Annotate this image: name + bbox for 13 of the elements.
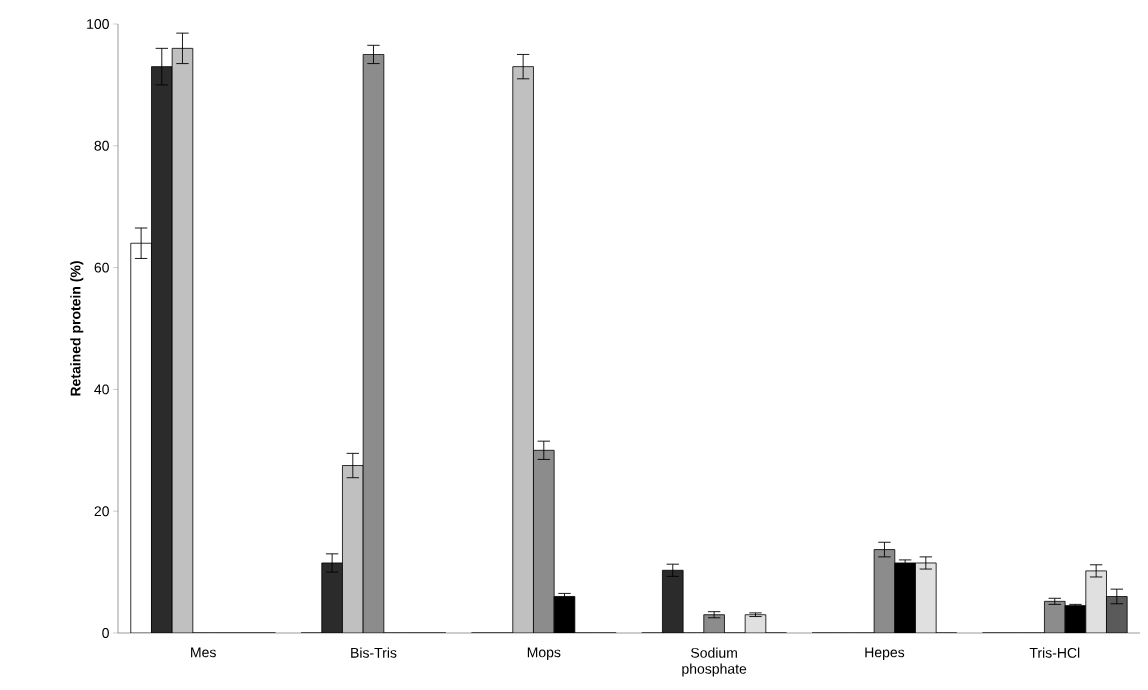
x-tick-label: Mops <box>527 647 561 661</box>
y-tick-label: 100 <box>87 19 109 29</box>
y-tick-label: 0 <box>102 628 109 638</box>
x-tick-label: Bis-Tris <box>351 647 397 658</box>
x-tick-label: Hepes <box>865 647 905 661</box>
y-axis-title: Retained protein (%) <box>70 261 84 396</box>
y-tick-label: 60 <box>94 262 109 273</box>
x-tick-label: Tris-HCl <box>1029 647 1080 658</box>
x-tick-label: Mes <box>191 647 216 658</box>
y-tick-label: 20 <box>94 506 109 517</box>
y-tick-label: 80 <box>94 140 109 151</box>
x-tick-label: Sodium phosphate <box>682 647 747 677</box>
y-tick-label: 40 <box>94 384 109 395</box>
